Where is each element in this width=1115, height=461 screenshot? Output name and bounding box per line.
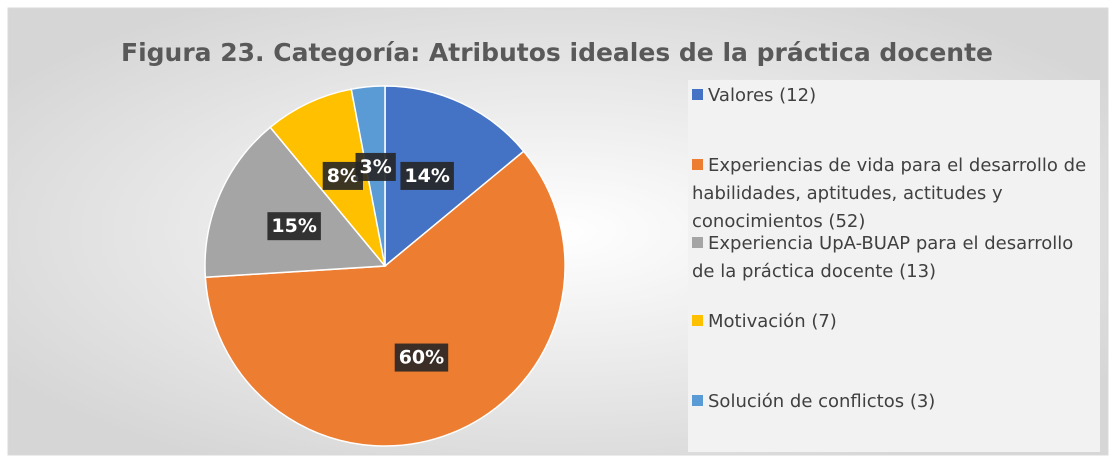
legend-label: Solución de conflictos (3) (708, 391, 936, 412)
chart-title: Figura 23. Categoría: Atributos ideales … (121, 38, 993, 67)
legend-swatch (692, 395, 703, 406)
data-label-box (355, 152, 396, 181)
pie (204, 85, 566, 447)
data-label-box (400, 161, 454, 190)
legend-swatch (692, 89, 703, 100)
legend: Valores (12) Experiencias de vida para el… (688, 80, 1100, 452)
legend-label: Valores (12) (708, 85, 817, 106)
legend-item: Experiencias de vida para el desarrollo … (692, 152, 1087, 236)
legend-label: Experiencias de vida para el desarrollo … (692, 155, 1087, 232)
legend-item: Motivación (7) (692, 308, 1087, 336)
legend-label: Motivación (7) (708, 311, 837, 332)
data-labels: 14% 60% 15% 8% 3% (267, 152, 454, 372)
pie-slice (204, 150, 566, 447)
data-label: 60% (394, 343, 449, 372)
data-label-text: 8% (327, 165, 359, 187)
data-label-box (394, 343, 449, 372)
legend-swatch (692, 159, 703, 170)
data-label-text: 15% (271, 215, 316, 237)
legend-swatch (692, 315, 703, 326)
legend-label: Experiencia UpA-BUAP para el desarrollo … (692, 233, 1074, 282)
data-label: 15% (267, 212, 321, 241)
data-label: 3% (355, 152, 396, 181)
pie-slice (204, 126, 387, 279)
data-label: 14% (400, 161, 454, 190)
pie-slice (384, 85, 525, 268)
legend-item: Experiencia UpA-BUAP para el desarrollo … (692, 230, 1087, 286)
data-label-box (267, 212, 321, 241)
data-label-text: 3% (360, 156, 392, 178)
legend-item: Solución de conflictos (3) (692, 388, 1087, 416)
legend-swatch (692, 237, 703, 248)
data-label-text: 60% (399, 347, 444, 369)
data-label-text: 14% (404, 165, 449, 187)
legend-item: Valores (12) (692, 82, 1087, 110)
